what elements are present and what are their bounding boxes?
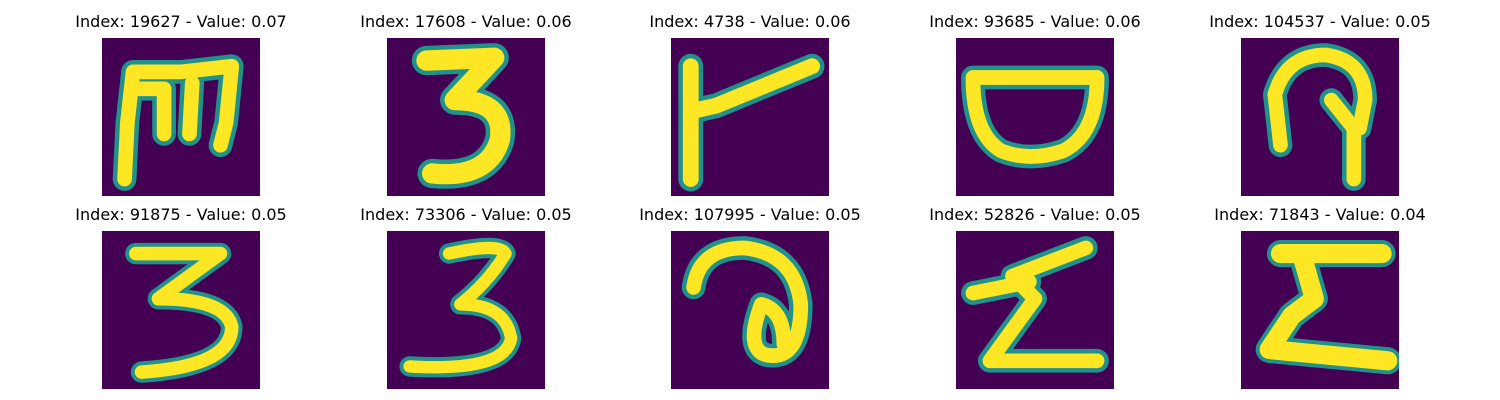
panel-title: Index: 107995 - Value: 0.05 (639, 205, 861, 224)
panel-3: Index: 4738 - Value: 0.06 (649, 12, 851, 198)
panel-8: Index: 107995 - Value: 0.05 (639, 205, 861, 391)
panel-9: Index: 52826 - Value: 0.05 (929, 205, 1141, 391)
digit-image-flag-shape (671, 38, 829, 196)
digit-image-sigma-shape (956, 231, 1114, 389)
digit-image-hook-shape (1241, 38, 1399, 196)
digit-image-m-shape (102, 38, 260, 196)
digit-image-sigma-bold (1241, 231, 1399, 389)
panel-title: Index: 4738 - Value: 0.06 (649, 12, 851, 31)
digit-image-spiral-shape (671, 231, 829, 389)
panel-title: Index: 73306 - Value: 0.05 (360, 205, 572, 224)
panel-10: Index: 71843 - Value: 0.04 (1214, 205, 1426, 391)
panel-title: Index: 71843 - Value: 0.04 (1214, 205, 1426, 224)
panel-title: Index: 17608 - Value: 0.06 (360, 12, 572, 31)
panel-6: Index: 91875 - Value: 0.05 (75, 205, 287, 391)
panel-5: Index: 104537 - Value: 0.05 (1209, 12, 1431, 198)
panel-title: Index: 91875 - Value: 0.05 (75, 205, 287, 224)
panel-4: Index: 93685 - Value: 0.06 (929, 12, 1141, 198)
digit-image-three-thin (102, 231, 260, 389)
digit-image-bowl-shape (956, 38, 1114, 196)
panel-title: Index: 104537 - Value: 0.05 (1209, 12, 1431, 31)
digit-image-three-thin-2 (387, 231, 545, 389)
panel-title: Index: 19627 - Value: 0.07 (75, 12, 287, 31)
panel-2: Index: 17608 - Value: 0.06 (360, 12, 572, 198)
panel-7: Index: 73306 - Value: 0.05 (360, 205, 572, 391)
panel-1: Index: 19627 - Value: 0.07 (75, 12, 287, 198)
panel-title: Index: 93685 - Value: 0.06 (929, 12, 1141, 31)
digit-image-three-bold (387, 38, 545, 196)
panel-title: Index: 52826 - Value: 0.05 (929, 205, 1141, 224)
